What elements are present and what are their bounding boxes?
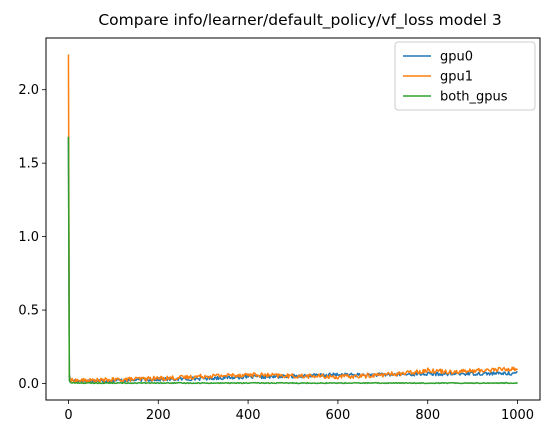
series-line-gpu1 xyxy=(67,54,519,384)
series-layer xyxy=(67,54,519,385)
legend-frame xyxy=(394,41,536,111)
x-tick-label: 1000 xyxy=(501,408,534,423)
x-axis: 0 200 400 600 800 1000 xyxy=(64,400,534,423)
x-tick-label: 400 xyxy=(236,408,261,423)
y-tick-label: 0.0 xyxy=(18,377,39,392)
series-line-both-gpus xyxy=(67,136,518,385)
series-line-gpu0 xyxy=(67,136,518,384)
plot-area xyxy=(45,37,541,401)
legend: gpu0 gpu1 both_gpus xyxy=(394,41,536,111)
legend-label-gpu0: gpu0 xyxy=(440,50,473,65)
x-tick-label: 800 xyxy=(415,408,440,423)
x-tick-label: 600 xyxy=(325,408,350,423)
y-tick-label: 0.5 xyxy=(18,304,39,319)
legend-label-gpu1: gpu1 xyxy=(440,70,473,85)
chart-title: Compare info/learner/default_policy/vf_l… xyxy=(98,11,501,30)
y-tick-label: 2.0 xyxy=(18,83,39,98)
y-tick-label: 1.0 xyxy=(18,230,39,245)
x-tick-label: 0 xyxy=(64,408,72,423)
legend-label-both-gpus: both_gpus xyxy=(440,90,508,105)
x-tick-label: 200 xyxy=(146,408,171,423)
y-tick-label: 1.5 xyxy=(18,157,39,172)
y-axis: 0.0 0.5 1.0 1.5 2.0 xyxy=(18,83,46,392)
